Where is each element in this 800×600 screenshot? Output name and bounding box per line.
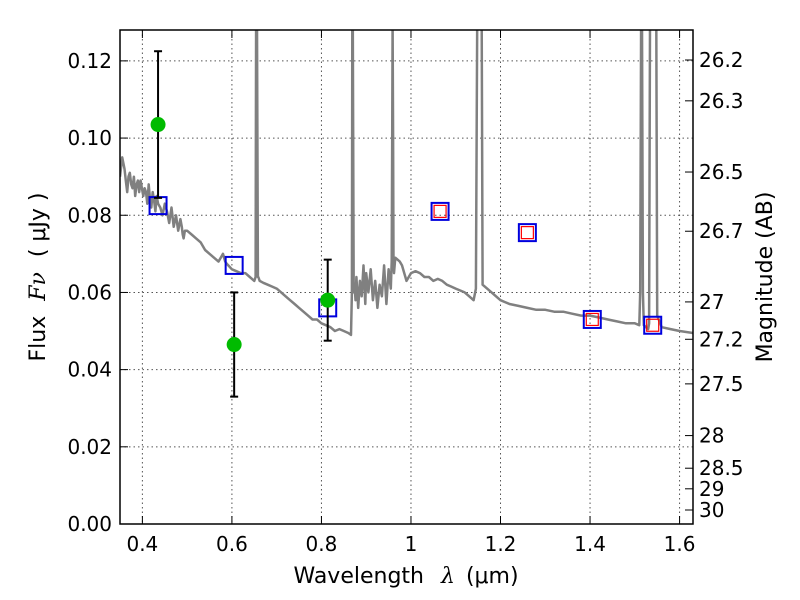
observed-point [226, 337, 242, 353]
model-bandpass-marker [224, 255, 244, 275]
y-axis-label-symbol: Fν [26, 272, 51, 302]
magnitude-tick-label: 27.5 [699, 372, 744, 396]
x-tick-label: 1.4 [574, 532, 606, 556]
y-tick-label: 0.06 [67, 280, 112, 304]
x-axis-label: Wavelength λ (μm) [293, 564, 518, 589]
y-tick-label: 0.10 [67, 126, 112, 150]
y-tick-label: 0.12 [67, 49, 112, 73]
x-axis-label-unit: (μm) [466, 564, 519, 589]
upper-limit-marker [585, 312, 599, 327]
magnitude-tick-label: 26.7 [699, 219, 744, 243]
y-tick-label: 0.00 [67, 512, 112, 536]
y-tick-label: 0.02 [67, 435, 112, 459]
model-bandpass-marker [517, 223, 537, 243]
x-tick-label: 0.6 [216, 532, 248, 556]
magnitude-tick-label: 28 [699, 424, 724, 448]
upper-limit-marker [646, 318, 660, 332]
observed-point [150, 117, 166, 133]
model-bandpass-marker [643, 315, 663, 335]
magnitude-tick-label: 26.5 [699, 160, 744, 184]
magnitude-tick-label: 28.5 [699, 456, 744, 480]
x-axis-label-symbol: λ [440, 564, 455, 589]
axis-ticks: 0.4 0.6 0.8 1 1.2 1.4 1.6 0.00 0.02 0.04 0.06 0.08 0… [67, 30, 744, 556]
x-tick-label: 1.2 [485, 532, 517, 556]
magnitude-tick-label: 27 [699, 290, 724, 314]
magnitude-tick-label: 26.2 [699, 48, 744, 72]
observed-point [320, 292, 336, 308]
magnitude-axis-label: Magnitude (AB) [753, 192, 778, 363]
model-bandpass-marker [430, 201, 450, 221]
magnitude-tick-label: 30 [699, 498, 724, 522]
y-axis-label-unit: ( μJy ) [26, 192, 51, 257]
upper-limit-marker [520, 226, 534, 240]
magnitude-tick-label: 27.2 [699, 327, 744, 351]
x-tick-label: 0.4 [126, 532, 158, 556]
y-tick-label: 0.04 [67, 358, 112, 382]
upper-limit-marker [433, 204, 447, 218]
plot-frame [119, 29, 694, 525]
model-bandpass-marker [582, 309, 602, 329]
y-axis-label-prefix: Flux [26, 316, 51, 362]
x-tick-label: 1 [405, 532, 418, 556]
x-tick-label: 1.6 [664, 532, 696, 556]
magnitude-tick-label: 29 [699, 477, 724, 501]
magnitude-tick-label: 26.3 [699, 89, 744, 113]
x-axis-label-prefix: Wavelength [293, 564, 424, 589]
y-tick-label: 0.08 [67, 203, 112, 227]
x-tick-label: 0.8 [306, 532, 338, 556]
y-axis-label: Flux Fν ( μJy ) [26, 192, 51, 361]
